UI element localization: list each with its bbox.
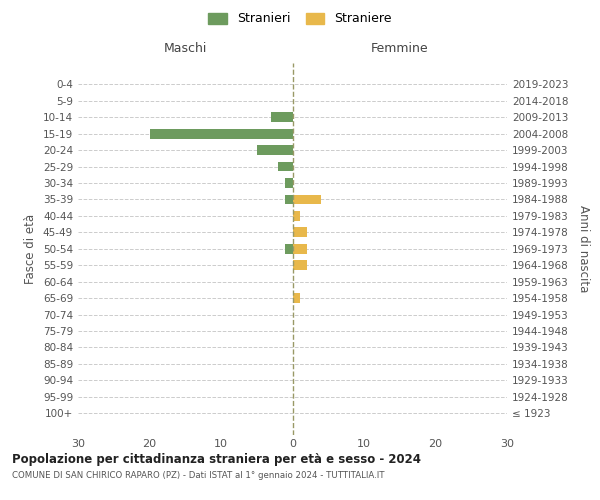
Bar [149,128,293,138]
Bar [286,194,293,204]
Legend: Stranieri, Straniere: Stranieri, Straniere [205,8,395,29]
Bar [286,244,293,254]
Bar [278,162,293,172]
Bar [286,178,293,188]
Bar [293,211,299,221]
Bar [257,145,293,155]
Bar [293,293,299,303]
Text: COMUNE DI SAN CHIRICO RAPARO (PZ) - Dati ISTAT al 1° gennaio 2024 - TUTTITALIA.I: COMUNE DI SAN CHIRICO RAPARO (PZ) - Dati… [12,471,385,480]
Bar [293,194,321,204]
Y-axis label: Fasce di età: Fasce di età [25,214,37,284]
Text: Femmine: Femmine [371,42,428,55]
Bar [293,228,307,237]
Bar [271,112,293,122]
Bar [293,244,307,254]
Text: Maschi: Maschi [164,42,207,55]
Y-axis label: Anni di nascita: Anni di nascita [577,205,590,292]
Bar [293,260,307,270]
Text: Popolazione per cittadinanza straniera per età e sesso - 2024: Popolazione per cittadinanza straniera p… [12,452,421,466]
